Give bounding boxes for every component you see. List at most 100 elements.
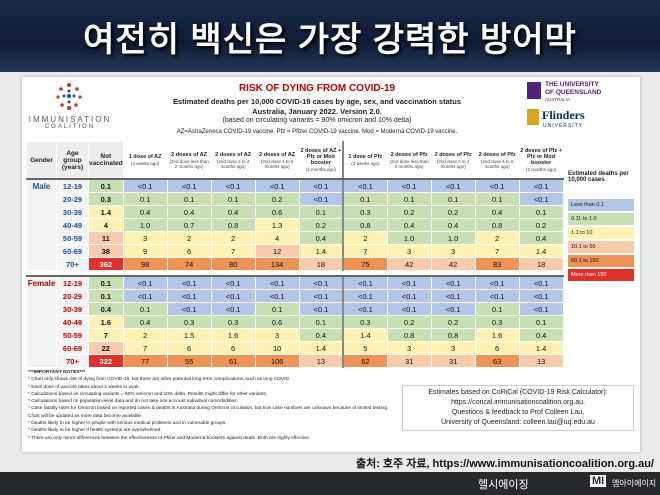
table-row: 60-69 22 7 6 6 10 1.4 5 3 3 6 1.4 xyxy=(27,341,564,355)
value-cell: <0.1 xyxy=(210,302,256,316)
age-cell: 40-49 xyxy=(56,315,89,329)
note-line: * Deaths likely to be higher in people w… xyxy=(28,421,227,427)
value-cell: 0.2 xyxy=(518,218,564,232)
column-header: 2 doses of AZ (2nd dose 2 to 4 months ago… xyxy=(210,141,256,180)
footer xyxy=(0,472,660,495)
age-cell: 20-29 xyxy=(56,192,89,206)
age-cell: 70+ xyxy=(56,354,89,368)
value-cell: 0.8 xyxy=(342,218,388,232)
value-cell: 6 xyxy=(210,341,256,355)
value-cell: <0.1 xyxy=(430,302,476,316)
value-cell: <0.1 xyxy=(166,302,212,316)
value-cell: 0.1 xyxy=(122,192,168,206)
column-note: (2nd dose 2 to 4 months ago) xyxy=(436,158,470,169)
value-cell: 2 xyxy=(210,231,256,245)
column-header: 1 dose of Pfz (3 weeks ago) xyxy=(342,141,388,180)
contact-box: Estimates based on CoRiCal (COVID-19 Ris… xyxy=(402,385,634,431)
value-cell: <0.1 xyxy=(166,275,212,290)
table-row: 70+ 322 77 55 61 106 13 62 31 31 63 13 xyxy=(27,354,564,368)
notes-title: ***IMPORTANT NOTES*** xyxy=(28,370,86,375)
value-cell: 0.1 xyxy=(298,315,344,329)
flinders-crest xyxy=(527,109,539,125)
table-row: 30-39 1.4 0.4 0.4 0.4 0.6 0.1 0.3 0.2 0.2 0.4 0.1 xyxy=(27,205,564,219)
age-cell: 50-59 xyxy=(56,231,89,245)
value-cell: 0.4 xyxy=(298,328,344,342)
value-cell: <0.1 xyxy=(474,289,520,303)
column-note: (2nd dose less than 2 months ago) xyxy=(389,158,429,169)
value-cell: 0.4 xyxy=(386,218,432,232)
value-cell: 0.1 xyxy=(386,192,432,206)
column-title: 1 dose of Pfz xyxy=(348,154,383,160)
column-header: 2 doses of Pfz (2nd dose less than 2 mont… xyxy=(386,141,432,180)
value-cell: <0.1 xyxy=(518,178,564,193)
value-cell: 134 xyxy=(254,257,300,271)
age-cell: 60-69 xyxy=(56,341,89,355)
value-cell: 4 xyxy=(254,231,300,245)
value-cell: 0.3 xyxy=(210,315,256,329)
value-cell: 0.8 xyxy=(430,328,476,342)
value-cell: 0.4 xyxy=(88,302,124,316)
value-cell: 61 xyxy=(210,354,256,368)
value-cell: 0.3 xyxy=(342,205,388,219)
column-header: 2 doses of Pfz (2nd dose 2 to 4 months ag… xyxy=(430,141,476,180)
value-cell: 0.8 xyxy=(386,328,432,342)
table-row: Female 12-19 0.1 <0.1 <0.1 <0.1 <0.1 <0.1 <0.1 <0… xyxy=(26,275,564,368)
uq-name: THE UNIVERSITY xyxy=(545,81,599,88)
value-cell: <0.1 xyxy=(474,275,520,290)
value-cell: <0.1 xyxy=(518,302,564,316)
value-cell: 0.1 xyxy=(474,302,520,316)
uq-crest xyxy=(527,82,541,99)
value-cell: 1.4 xyxy=(518,341,564,355)
column-note: (3 weeks ago) xyxy=(351,161,380,166)
value-cell: 106 xyxy=(254,354,300,368)
value-cell: <0.1 xyxy=(430,289,476,303)
value-cell: 38 xyxy=(88,244,124,258)
age-cell: 40-49 xyxy=(56,218,89,232)
legend-item: 10.1 to 50 xyxy=(568,241,634,253)
table-row: 50-59 11 3 2 2 4 0.4 2 1.0 1.0 2 0.4 xyxy=(27,231,564,245)
column-title: 2 doses of AZ xyxy=(215,151,252,158)
value-cell: 0.1 xyxy=(88,275,124,290)
value-cell: 11 xyxy=(88,231,124,245)
value-cell: 1.4 xyxy=(342,328,388,342)
value-cell: 6 xyxy=(474,341,520,355)
value-cell: 31 xyxy=(386,354,432,368)
value-cell: 0.1 xyxy=(122,302,168,316)
age-cell: 70+ xyxy=(56,257,89,271)
footer-logo: MI xyxy=(590,475,607,487)
column-note: (2 months ago) xyxy=(305,167,336,172)
column-title: 2 doses of Pfz xyxy=(434,151,472,158)
column-title: 2 doses of Pfz xyxy=(390,151,428,158)
table-row: 30-39 0.4 0.1 <0.1 <0.1 0.1 <0.1 <0.1 <0.1 <0.1 0.… xyxy=(27,302,564,316)
value-cell: 0.4 xyxy=(474,205,520,219)
table-row: 70+ 362 98 74 80 134 18 75 42 42 83 18 xyxy=(27,257,564,271)
value-cell: 3 xyxy=(430,341,476,355)
value-cell: 7 xyxy=(122,341,168,355)
value-cell: 0.7 xyxy=(166,218,212,232)
value-cell: <0.1 xyxy=(298,178,344,193)
value-cell: <0.1 xyxy=(342,302,388,316)
separator-cell xyxy=(26,270,564,277)
value-cell: 0.1 xyxy=(518,315,564,329)
subheading: Australia, January 2022. Version 2.0. xyxy=(252,107,382,116)
column-title: 2 doses of Pfz + Pfz or Mod booster xyxy=(520,148,562,166)
value-cell: <0.1 xyxy=(210,178,256,193)
table-row: Male 12-19 0.1 <0.1 <0.1 <0.1 <0.1 <0.1 <0.1 <0.1… xyxy=(26,178,564,271)
column-header: 2 doses of AZ (2nd dose less than 2 month… xyxy=(166,141,212,180)
value-cell: <0.1 xyxy=(254,275,300,290)
value-cell: 0.8 xyxy=(210,218,256,232)
age-cell: 12-19 xyxy=(56,275,89,290)
gender-cell: Female xyxy=(26,275,57,368)
value-cell: <0.1 xyxy=(166,178,212,193)
value-cell: 0.2 xyxy=(386,205,432,219)
coalition-logo xyxy=(56,83,82,110)
value-cell: 0.3 xyxy=(88,192,124,206)
value-cell: <0.1 xyxy=(166,289,212,303)
value-cell: <0.1 xyxy=(342,178,388,193)
value-cell: 75 xyxy=(342,257,388,271)
gender-cell: Male xyxy=(26,178,57,271)
value-cell: 0.6 xyxy=(254,205,300,219)
column-title: 2 doses of Pfz xyxy=(478,151,516,158)
column-note: (2nd dose 2 to 4 months ago) xyxy=(216,158,250,169)
age-cell: 12-19 xyxy=(56,178,89,193)
